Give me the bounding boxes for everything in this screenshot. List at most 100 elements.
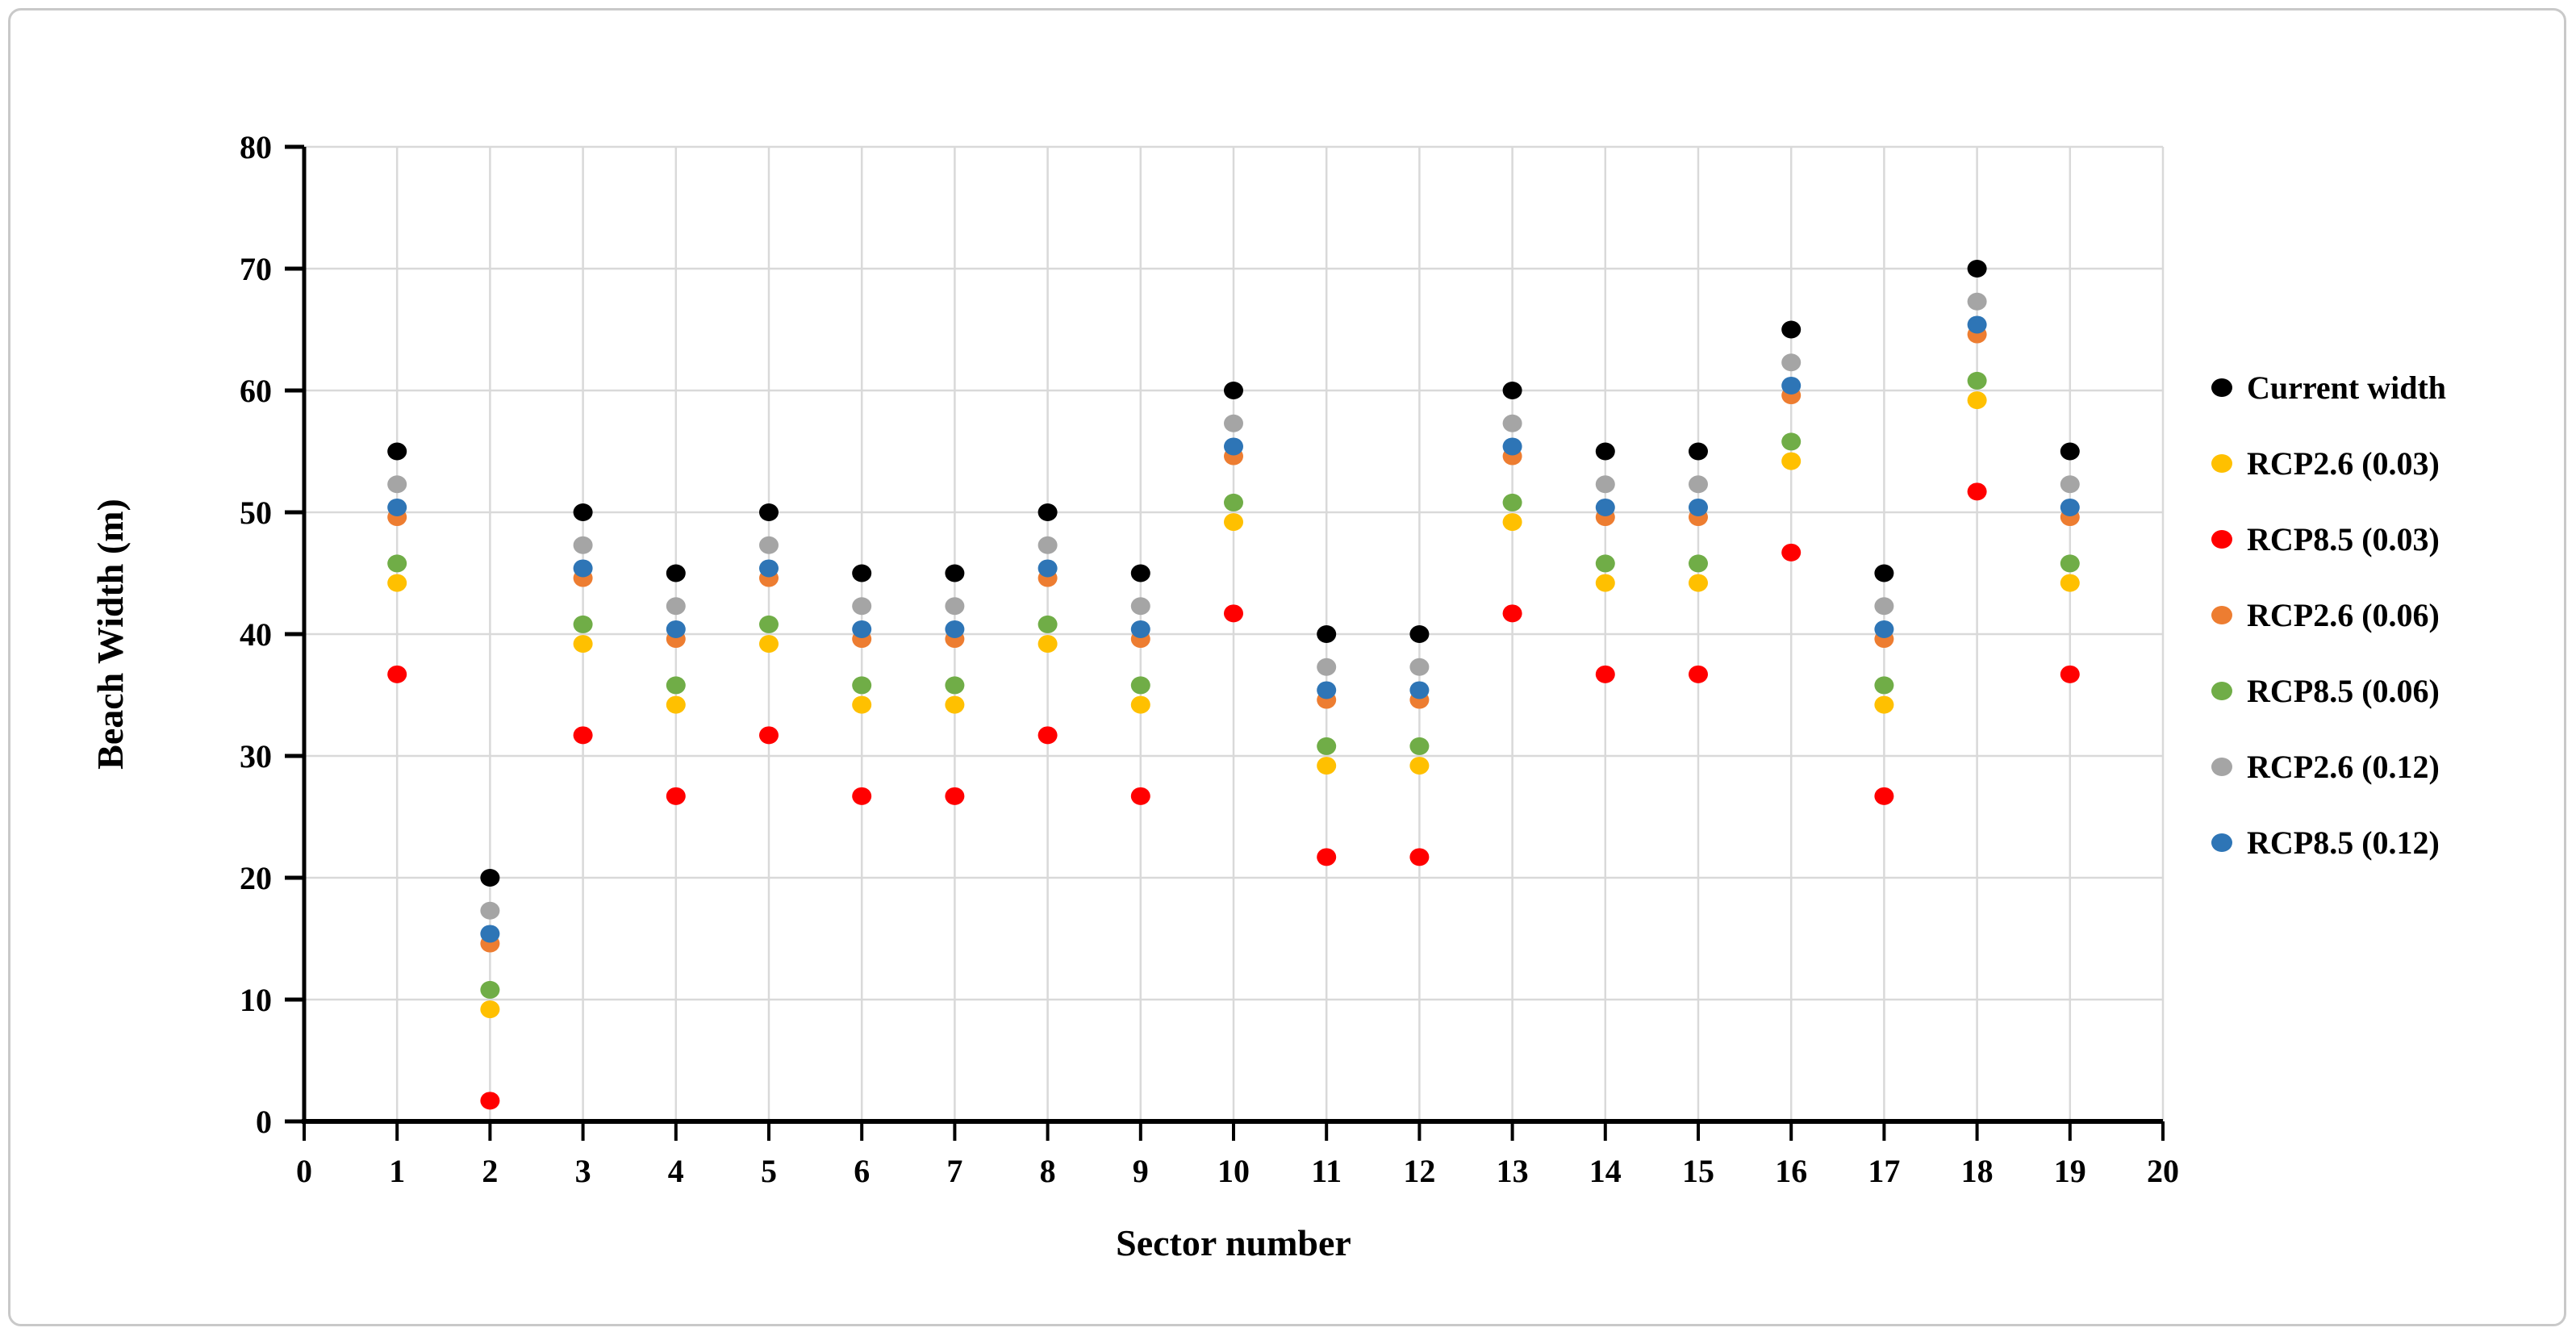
legend-label: RCP2.6 (0.06) (2247, 596, 2440, 633)
data-point (1224, 437, 1243, 456)
data-point (573, 559, 593, 578)
data-point (1689, 442, 1708, 461)
data-point (1689, 665, 1708, 683)
data-point (1689, 574, 1708, 592)
data-point (573, 635, 593, 653)
data-point (1409, 658, 1430, 676)
legend-label: RCP8.5 (0.03) (2247, 520, 2440, 557)
y-tick-label: 60 (240, 373, 272, 409)
x-tick-label: 9 (1133, 1153, 1149, 1189)
data-point (1967, 292, 1987, 311)
data-point (480, 869, 500, 887)
data-point (1967, 391, 1987, 410)
data-point (1781, 543, 1802, 562)
data-point (1409, 757, 1430, 775)
data-point (480, 925, 500, 943)
data-point (852, 695, 872, 714)
data-point (666, 695, 686, 714)
x-tick-label: 10 (1217, 1153, 1250, 1189)
x-tick-label: 13 (1497, 1153, 1529, 1189)
data-point (480, 980, 500, 999)
data-point (945, 695, 965, 714)
data-point (1502, 493, 1522, 511)
data-point (2060, 475, 2080, 494)
data-point (666, 787, 686, 805)
series-RCP8.5 (0.06) (387, 371, 2080, 999)
data-point (387, 665, 407, 683)
x-tick-label: 6 (854, 1153, 870, 1189)
data-point (1502, 382, 1522, 399)
data-point (1409, 737, 1430, 755)
data-point (666, 564, 686, 582)
data-point (1595, 665, 1615, 683)
legend-label: Current width (2247, 369, 2447, 406)
data-point (1874, 564, 1894, 582)
data-point (945, 564, 965, 582)
legend-marker-icon (2211, 757, 2232, 776)
data-point (573, 726, 593, 745)
x-axis-title: Sector number (1116, 1222, 1351, 1263)
x-tick-label: 12 (1403, 1153, 1435, 1189)
data-point (1130, 787, 1150, 805)
data-point (1595, 475, 1615, 494)
data-point (1130, 564, 1150, 582)
data-point (2060, 554, 2080, 573)
legend-label: RCP8.5 (0.06) (2247, 672, 2440, 709)
data-point (1781, 320, 1802, 339)
y-tick-label: 40 (240, 616, 272, 653)
x-tick-label: 3 (575, 1153, 591, 1189)
data-point (2060, 442, 2080, 461)
series-RCP2.6 (0.03) (387, 391, 2080, 1019)
data-point (759, 726, 779, 745)
y-tick-label: 20 (240, 860, 272, 896)
data-point (1967, 315, 1987, 334)
legend-label: RCP2.6 (0.12) (2247, 748, 2440, 785)
data-point (666, 620, 686, 638)
data-point (1689, 475, 1708, 494)
data-point (759, 503, 779, 521)
data-point (852, 787, 872, 805)
series-RCP8.5 (0.12) (387, 315, 2080, 943)
data-point (1130, 695, 1150, 714)
data-point (1689, 554, 1708, 573)
data-point (666, 597, 686, 616)
axes (285, 144, 2165, 1141)
data-point (480, 901, 500, 920)
data-point (852, 597, 872, 616)
x-tick-label: 17 (1868, 1153, 1900, 1189)
data-point (759, 615, 779, 633)
data-point (1409, 625, 1430, 643)
data-point (1781, 432, 1802, 451)
y-tick-label: 70 (240, 251, 272, 287)
x-tick-label: 7 (946, 1153, 962, 1189)
data-point (945, 597, 965, 616)
data-points (387, 260, 2080, 1110)
data-point (1224, 414, 1243, 432)
legend: Current width RCP2.6 (0.03) RCP8.5 (0.03) R… (2211, 349, 2446, 880)
data-point (387, 554, 407, 573)
y-axis-title: Beach Width (m) (90, 499, 131, 770)
legend-marker-icon (2211, 453, 2232, 473)
data-point (945, 620, 965, 638)
data-point (1317, 625, 1337, 643)
x-tick-label: 15 (1682, 1153, 1714, 1189)
legend-label: RCP8.5 (0.12) (2247, 824, 2440, 861)
y-tick-label: 0 (256, 1104, 272, 1140)
x-tick-label: 20 (2147, 1153, 2179, 1189)
legend-item: Current width (2211, 349, 2446, 425)
data-point (1037, 503, 1058, 521)
data-point (1224, 513, 1243, 532)
data-point (2060, 665, 2080, 683)
legend-marker-icon (2211, 529, 2232, 549)
y-tick-label: 10 (240, 982, 272, 1018)
data-point (1874, 597, 1894, 616)
data-point (852, 620, 872, 638)
data-point (1037, 726, 1058, 745)
y-tick-label: 30 (240, 738, 272, 774)
legend-item: RCP8.5 (0.03) (2211, 501, 2446, 577)
data-point (480, 1092, 500, 1110)
x-tick-label: 1 (389, 1153, 405, 1189)
data-point (573, 536, 593, 554)
